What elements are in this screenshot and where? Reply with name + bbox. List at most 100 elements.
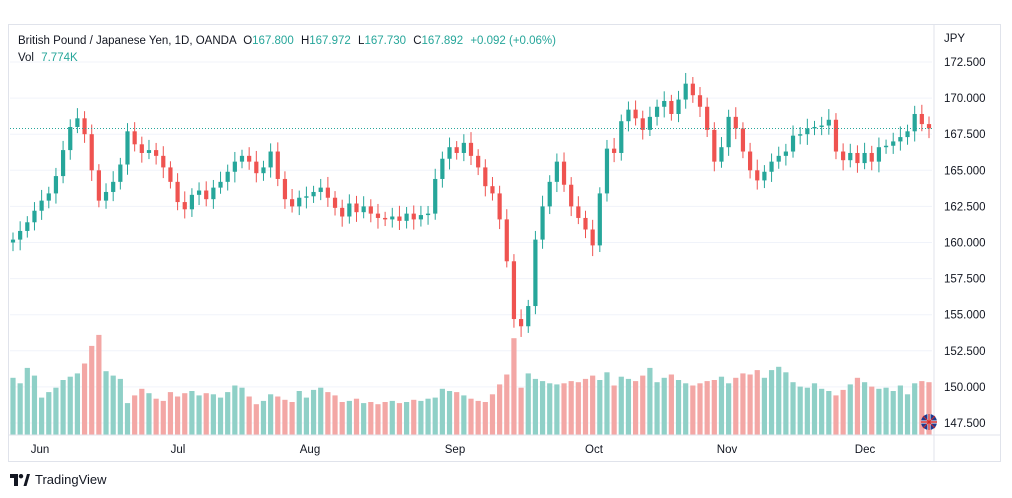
candle-body [289,199,295,207]
candle-body [612,148,617,153]
volume-bar [139,388,145,435]
volume-bar [217,397,224,435]
candle-body [103,191,109,201]
candle-body [96,170,101,201]
tradingview-logo[interactable]: TradingView [10,472,107,487]
volume-bar [726,383,732,435]
candle-body [826,119,831,126]
volume-bar [375,404,381,435]
volume-bar [17,383,23,435]
volume-bar [310,389,317,435]
time-tick-label: Jun [31,444,50,456]
vol-label[interactable]: Vol [18,52,34,64]
candle-body [926,124,932,129]
volume-bar [518,387,524,435]
candle-body [75,118,80,127]
volume-bar [625,378,632,435]
candle-body [32,210,37,223]
volume-bar [804,387,810,435]
time-tick-label: Sep [445,444,465,456]
open-value: 167.800 [252,35,294,47]
candle-body [82,118,87,135]
close-value: 167.892 [421,35,464,47]
symbol-title[interactable]: British Pound / Japanese Yen, 1D, OANDA [18,35,236,47]
candle-body [633,109,638,119]
candle-body [318,187,323,192]
volume-bar [296,391,302,435]
volume-bar [368,402,374,435]
volume-bar [833,395,839,435]
volume-bar [146,393,152,435]
candle-body [18,230,23,240]
candle-body [347,203,352,217]
volume-bar [46,392,52,435]
candle-body [690,83,695,96]
candle-body [368,206,373,214]
candle-body [461,142,466,153]
close-label: C [413,35,422,47]
time-tick-label: Jul [171,444,186,456]
candle-body [626,109,631,122]
volume-bar [289,402,295,435]
open-label: O [243,35,253,47]
price-tick-label: 160.000 [944,238,986,250]
volume-bar [89,345,95,435]
volume-bar [618,376,624,435]
volume-bar [690,385,696,435]
price-tick-label: 150.000 [944,382,986,394]
high-value: 167.972 [309,35,351,47]
volume-bar [96,334,102,435]
candle-body [776,155,781,162]
volume-bar [124,403,131,435]
candle-body [511,261,517,320]
volume-bar [904,394,911,435]
candle-body [583,217,588,230]
candle-body [132,131,137,145]
candle-body [597,193,602,246]
candle-body [576,206,581,218]
tradingview-icon [10,473,30,486]
volume-bar [647,367,653,435]
candle-body [189,194,195,210]
volume-bar [819,388,825,435]
volume-bar [604,372,610,435]
volume-bar [167,392,174,435]
candle-body [433,178,438,214]
candle-body [118,164,123,182]
candle-body [561,161,567,185]
volume-bar [661,377,667,435]
price-tick-label: 152.500 [944,346,986,358]
currency-label: JPY [944,33,966,45]
volume-bar [675,380,682,435]
volume-bar [482,402,488,435]
candle-body [705,106,710,130]
price-tick-label: 147.500 [944,418,986,430]
candle-body [891,141,896,146]
candle-body [204,190,209,200]
candle-body [390,216,395,220]
volume-bar [189,391,195,435]
candle-body [683,83,688,100]
candle-body [211,187,216,200]
volume-bar [225,392,231,435]
candle-body [10,239,16,243]
candle-body [468,142,474,156]
volume-bar [568,381,574,435]
candle-body [790,135,796,152]
candle-body [440,158,445,179]
volume-bar [253,404,259,435]
flag-icon[interactable] [921,414,937,430]
volume-bar [153,398,159,435]
volume-bar [768,370,775,435]
candle-body [855,152,860,164]
volume-bar [454,392,460,435]
volume-bar [403,402,410,435]
volume-bar [847,384,853,435]
candle-body [154,150,159,156]
candle-body [139,144,144,153]
volume-bar [74,373,81,435]
candle-body [304,196,309,198]
volume-bar [353,398,360,435]
volume-bar [912,383,918,435]
